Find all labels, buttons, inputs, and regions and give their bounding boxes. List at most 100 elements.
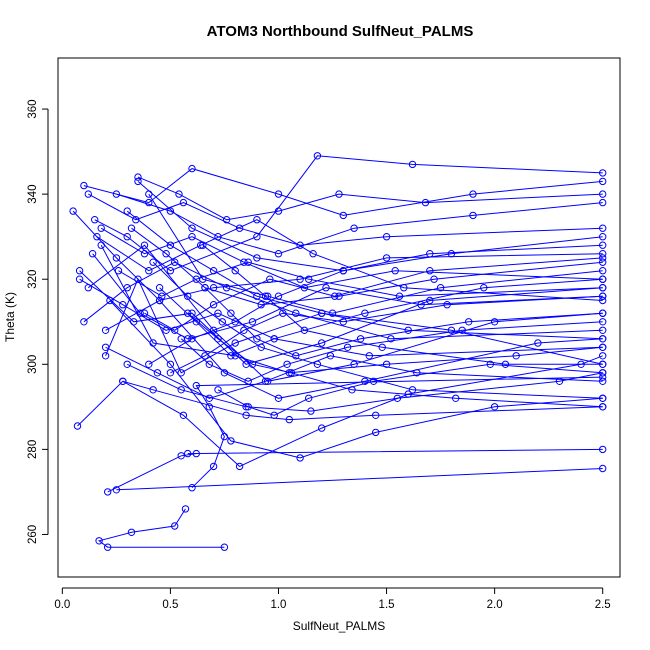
- series-line: [137, 181, 603, 272]
- series-line: [148, 244, 603, 365]
- data-point: [214, 233, 222, 241]
- data-point: [75, 267, 84, 275]
- x-tick-label: 1.0: [270, 599, 286, 611]
- data-point: [97, 241, 105, 249]
- y-tick-label: 360: [27, 99, 39, 118]
- data-point: [599, 224, 607, 232]
- series-line: [79, 278, 603, 357]
- data-point: [209, 301, 218, 309]
- data-point: [458, 326, 466, 334]
- data-point: [599, 445, 607, 454]
- x-axis-label: SulfNeut_PALMS: [293, 619, 386, 633]
- series-2: [104, 445, 607, 496]
- data-point: [188, 233, 196, 241]
- series-line: [79, 270, 603, 365]
- data-point: [599, 169, 607, 177]
- data-point: [166, 267, 175, 275]
- data-point: [127, 224, 136, 232]
- data-point: [222, 216, 231, 224]
- series-line: [180, 321, 603, 382]
- series-line: [148, 193, 603, 314]
- series-line: [202, 244, 603, 365]
- data-point: [197, 241, 205, 249]
- data-point: [599, 275, 607, 283]
- data-point: [318, 309, 326, 317]
- data-point: [486, 360, 494, 368]
- data-point: [205, 360, 214, 368]
- data-point: [162, 326, 170, 334]
- y-tick-label: 340: [27, 185, 39, 204]
- data-point: [361, 377, 369, 385]
- data-point: [88, 250, 97, 258]
- data-point: [235, 462, 244, 471]
- data-point: [134, 173, 142, 181]
- data-point: [274, 292, 283, 300]
- data-point: [227, 437, 235, 445]
- data-point: [512, 352, 520, 360]
- data-point: [123, 207, 131, 215]
- series-30: [166, 292, 607, 377]
- x-tick-label: 0.0: [54, 599, 70, 611]
- data-point: [181, 505, 190, 513]
- data-point: [242, 411, 250, 419]
- data-point: [177, 386, 185, 394]
- data-point: [240, 326, 248, 334]
- series-line: [105, 299, 603, 399]
- data-point: [231, 339, 239, 347]
- chart-title: ATOM3 Northbound SulfNeut_PALMS: [207, 23, 474, 40]
- series-line: [88, 193, 603, 246]
- data-point: [184, 292, 192, 300]
- data-point: [188, 224, 196, 232]
- series-40: [97, 224, 607, 292]
- series-line: [152, 261, 603, 399]
- data-point: [192, 275, 201, 283]
- data-point: [307, 407, 315, 415]
- data-point: [270, 335, 278, 343]
- data-point: [209, 462, 218, 471]
- data-point: [188, 484, 196, 492]
- series-line: [126, 210, 603, 340]
- data-point: [175, 190, 183, 198]
- data-point: [192, 449, 201, 458]
- data-point: [179, 198, 188, 207]
- data-point: [177, 335, 185, 343]
- data-point: [413, 369, 421, 377]
- data-point: [261, 377, 270, 385]
- data-point: [501, 360, 510, 368]
- data-point: [599, 233, 607, 241]
- data-point: [279, 309, 287, 317]
- series-1: [95, 505, 229, 551]
- data-point: [209, 284, 218, 292]
- data-point: [599, 335, 607, 343]
- series-line: [137, 176, 603, 221]
- data-point: [162, 250, 170, 258]
- data-point: [599, 250, 607, 258]
- data-point: [339, 211, 347, 220]
- data-point: [408, 386, 417, 394]
- series-line: [116, 468, 603, 491]
- series-line: [118, 261, 603, 297]
- series-39: [214, 360, 607, 419]
- series-38: [145, 241, 607, 368]
- data-point: [490, 403, 499, 411]
- data-point: [253, 292, 261, 300]
- data-point: [209, 326, 218, 334]
- data-point: [599, 343, 607, 351]
- data-point: [140, 309, 149, 317]
- data-point: [214, 309, 222, 317]
- data-point: [292, 352, 300, 360]
- series-line: [144, 257, 603, 331]
- data-point: [480, 284, 488, 292]
- series-line: [96, 219, 603, 301]
- data-point: [257, 343, 265, 351]
- series-line: [97, 508, 225, 548]
- data-point: [372, 428, 380, 437]
- data-point: [149, 258, 157, 266]
- data-point: [296, 275, 304, 283]
- data-point: [214, 335, 222, 343]
- data-point: [369, 377, 378, 385]
- y-tick-label: 260: [27, 525, 39, 544]
- data-point: [205, 403, 214, 411]
- data-point: [318, 339, 326, 347]
- data-point: [436, 284, 445, 292]
